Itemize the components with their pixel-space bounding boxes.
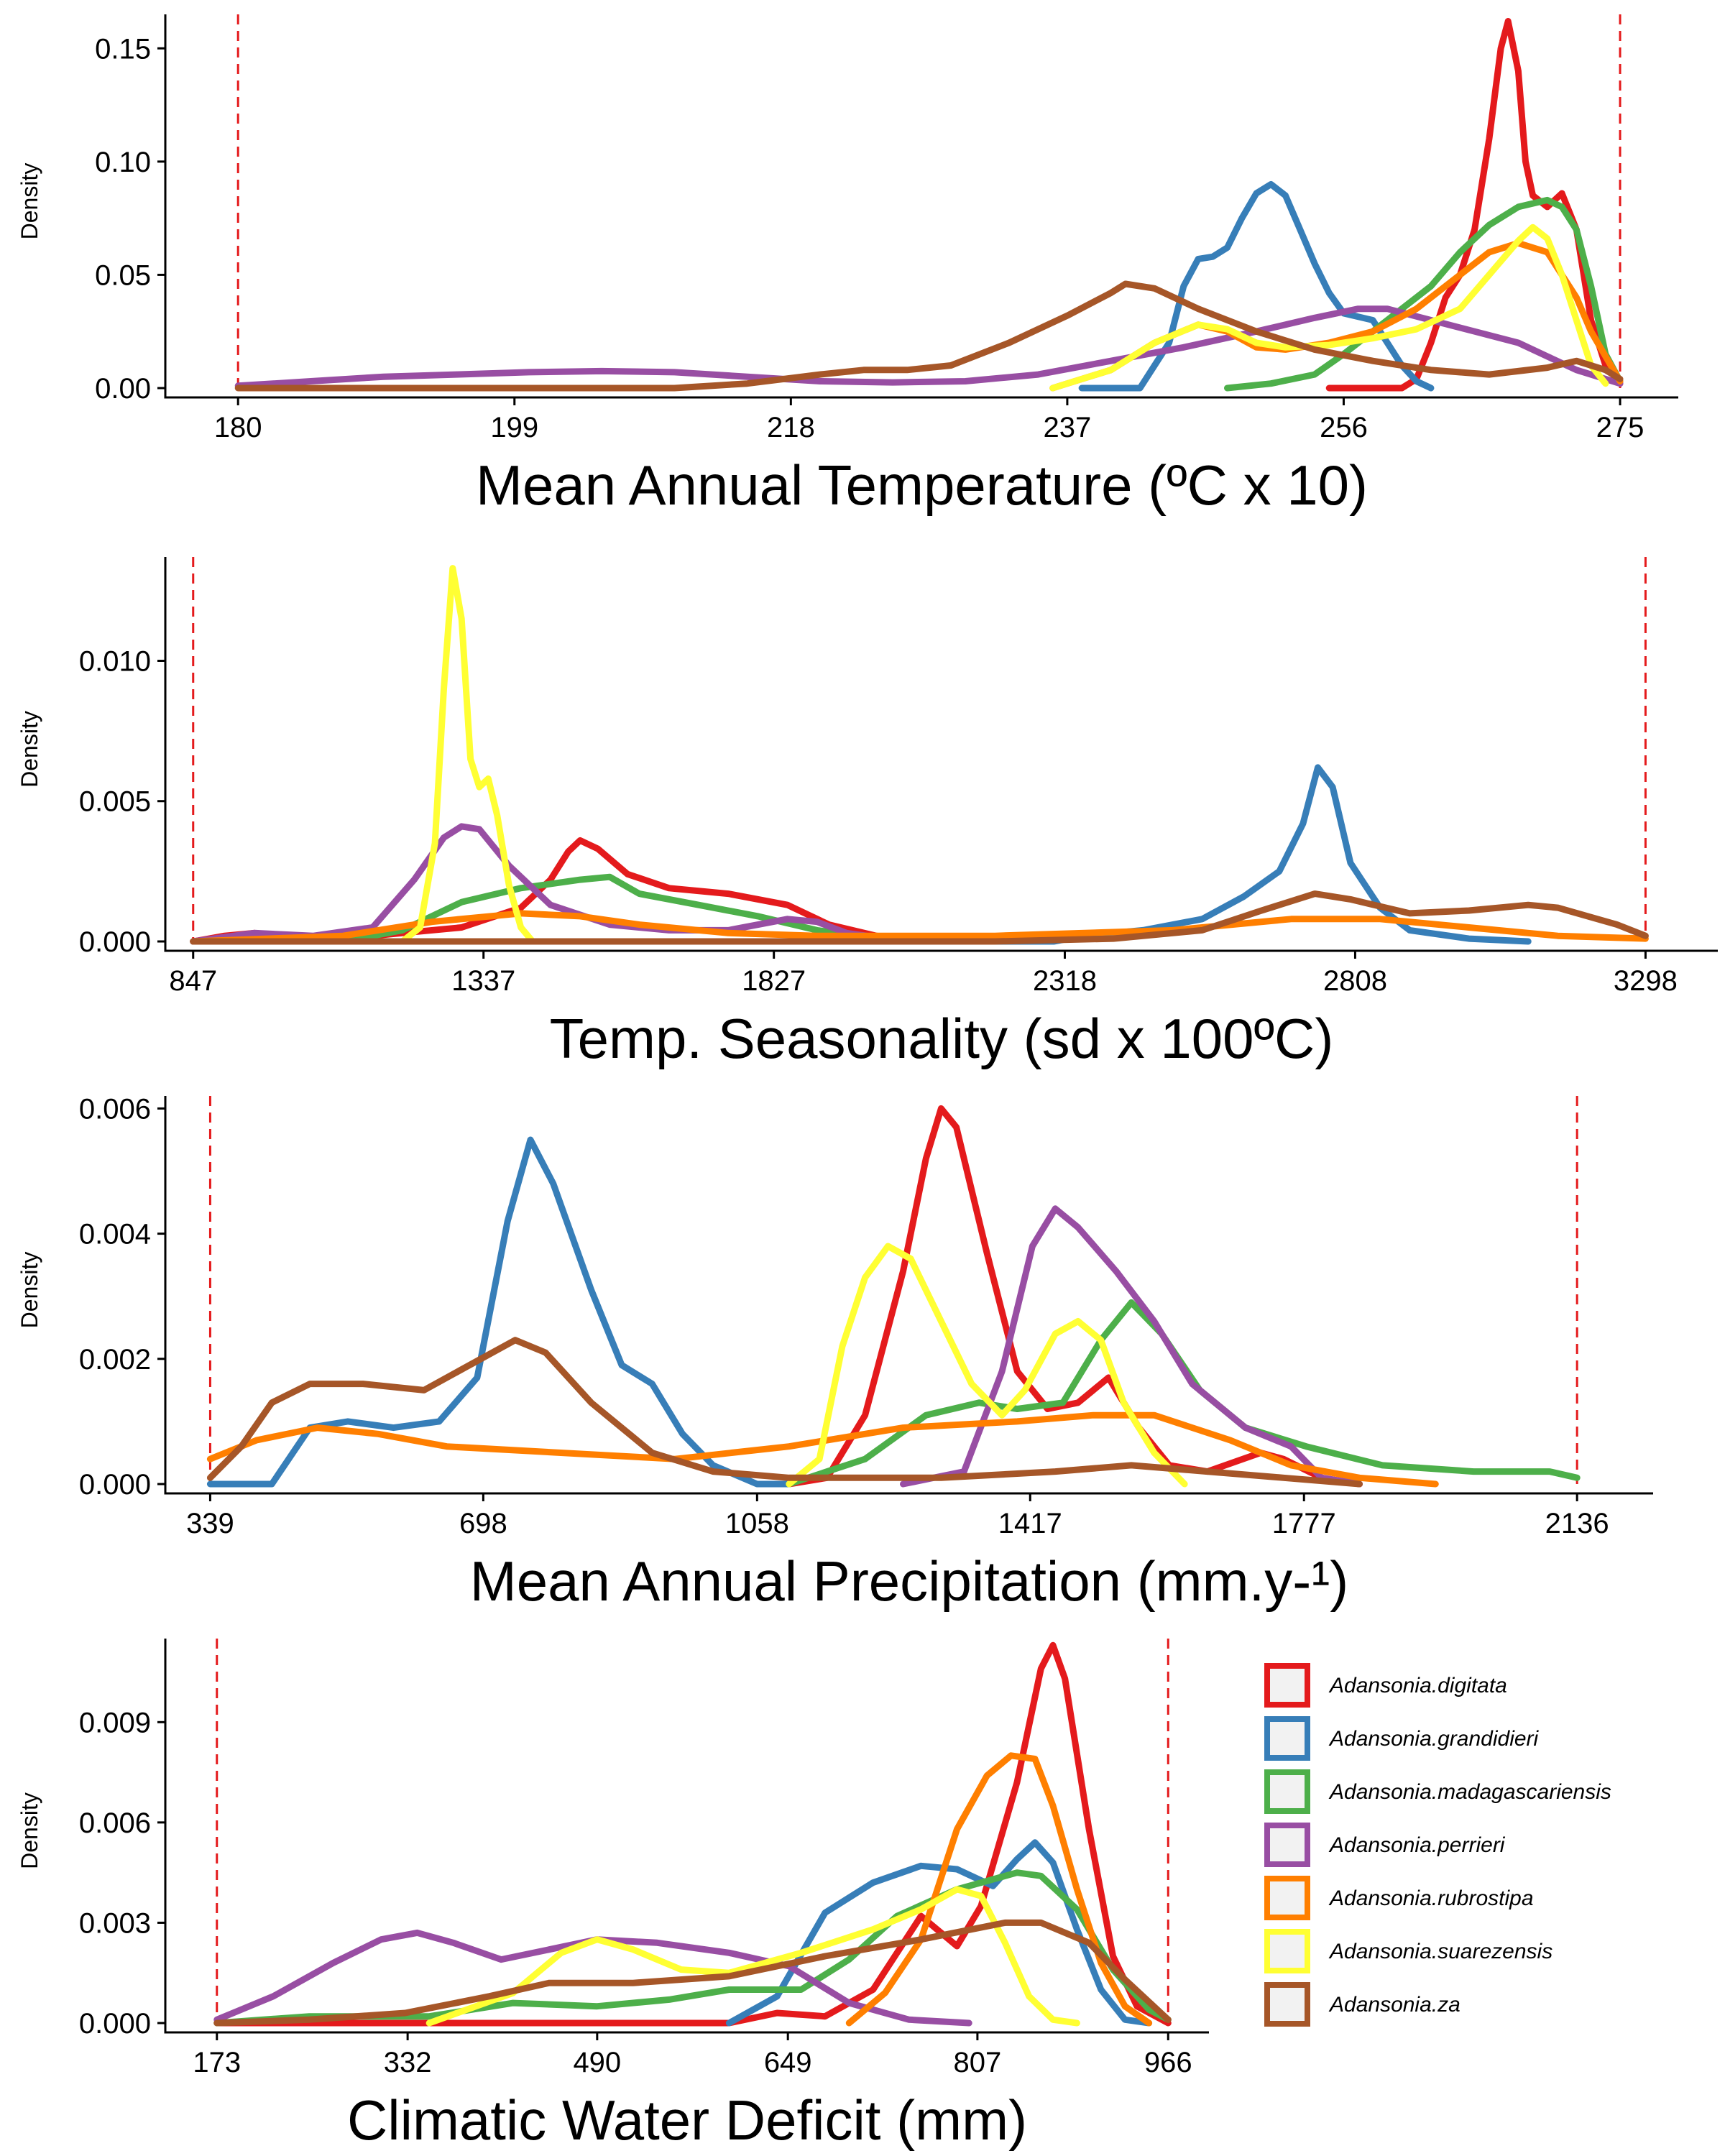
x-tick-label: 1777 <box>1272 1508 1336 1539</box>
panel-mean-annual-temperature: 180 199 218 237 256 275 0.00 0.05 0.10 0.15 Densit… <box>17 14 1678 517</box>
y-tick-label: 0.006 <box>79 1807 151 1839</box>
x-tick-label: 649 <box>764 2047 812 2078</box>
density-curve-perrieri <box>213 1929 972 2027</box>
panel-climatic-water-deficit: 173 332 490 649 807 966 0.000 0.003 0.006 0.009 De… <box>17 1639 1209 2152</box>
density-curve-za <box>206 1337 1363 1488</box>
x-tick-label: 199 <box>490 412 538 443</box>
x-tick-label: 173 <box>193 2047 241 2078</box>
y-axis-label: Density <box>17 1792 42 1869</box>
density-curve-za <box>213 1919 1172 2027</box>
legend-label: Adansonia.suarezensis <box>1328 1940 1552 1963</box>
density-curve-za <box>190 890 1649 945</box>
y-tick-label: 0.010 <box>79 645 151 677</box>
legend-label: Adansonia.digitata <box>1328 1674 1507 1697</box>
x-tick-label: 339 <box>186 1508 234 1539</box>
x-tick-label: 2318 <box>1033 965 1097 997</box>
density-curve-grandidieri <box>725 1839 1153 2027</box>
x-axis-label: Mean Annual Temperature (ºC x 10) <box>476 453 1368 517</box>
y-axis-label: Density <box>17 711 42 788</box>
x-tick-label: 1058 <box>725 1508 789 1539</box>
legend-key-za <box>1264 1982 1310 2027</box>
density-curve-grandidieri <box>206 1136 793 1488</box>
density-curve-perrieri <box>234 305 1624 390</box>
panel-mean-annual-precipitation: 339 698 1058 1417 1777 2136 0.000 0.002 0.004 0.0… <box>17 1093 1653 1613</box>
y-tick-label: 0.00 <box>95 373 151 405</box>
x-tick-label: 1827 <box>742 965 806 997</box>
legend-key-perrieri <box>1264 1823 1310 1867</box>
x-tick-label: 966 <box>1144 2047 1192 2078</box>
density-curve-madagascariensis <box>786 1299 1581 1488</box>
y-tick-label: 0.000 <box>79 2008 151 2040</box>
y-tick-label: 0.002 <box>79 1344 151 1376</box>
y-tick-label: 0.000 <box>79 926 151 958</box>
x-tick-label: 237 <box>1044 412 1092 443</box>
x-tick-label: 490 <box>573 2047 621 2078</box>
legend-label: Adansonia.grandidieri <box>1328 1727 1540 1751</box>
x-tick-label: 698 <box>459 1508 507 1539</box>
y-tick-label: 0.006 <box>79 1093 151 1125</box>
density-curve-digitata <box>213 1641 1172 2027</box>
density-curve-grandidieri <box>190 764 1532 945</box>
x-tick-label: 275 <box>1596 412 1644 443</box>
legend-key-madagascariensis <box>1264 1769 1310 1814</box>
x-tick-label: 3298 <box>1614 965 1678 997</box>
legend-key-suarezensis <box>1264 1929 1310 1973</box>
y-tick-label: 0.10 <box>95 147 151 178</box>
legend-label: Adansonia.rubrostipa <box>1328 1886 1534 1910</box>
legend-label: Adansonia.perrieri <box>1328 1833 1506 1857</box>
density-curve-suarezensis <box>1049 224 1609 392</box>
y-axis-label: Density <box>17 163 42 240</box>
density-curve-perrieri <box>900 1205 1363 1488</box>
y-tick-label: 0.15 <box>95 33 151 65</box>
x-tick-label: 332 <box>384 2047 432 2078</box>
y-axis-label: Density <box>17 1252 42 1329</box>
x-tick-label: 2808 <box>1323 965 1387 997</box>
density-curve-rubrostipa <box>845 1752 1153 2027</box>
density-curve-madagascariensis <box>1224 196 1624 392</box>
legend-key-grandidieri <box>1264 1716 1310 1761</box>
legend-label: Adansonia.za <box>1328 1993 1460 2017</box>
y-tick-label: 0.05 <box>95 259 151 291</box>
x-tick-label: 847 <box>169 965 217 997</box>
x-tick-label: 256 <box>1320 412 1368 443</box>
x-tick-label: 1337 <box>451 965 515 997</box>
density-curve-rubrostipa <box>206 1411 1439 1488</box>
density-curve-rubrostipa <box>190 910 1649 945</box>
x-tick-label: 218 <box>767 412 815 443</box>
legend-key-rubrostipa <box>1264 1876 1310 1920</box>
density-curve-perrieri <box>190 823 909 945</box>
density-curve-suarezensis <box>399 565 536 945</box>
density-curve-madagascariensis <box>339 873 939 945</box>
panel-temp-seasonality: 847 1337 1827 2318 2808 3298 0.000 0.005 0.010 De… <box>17 557 1718 1070</box>
x-axis-label: Temp. Seasonality (sd x 100ºC) <box>550 1007 1334 1070</box>
density-curve-suarezensis <box>786 1243 1188 1488</box>
density-curve-digitata <box>786 1105 1363 1488</box>
y-tick-label: 0.000 <box>79 1469 151 1501</box>
x-axis-label: Mean Annual Precipitation (mm.y-¹) <box>470 1549 1348 1613</box>
y-tick-label: 0.005 <box>79 786 151 818</box>
density-curve-suarezensis <box>426 1886 1080 2027</box>
density-curve-za <box>234 280 1624 392</box>
legend: Adansonia.digitata Adansonia.grandidieri A… <box>1264 1663 1611 2027</box>
y-tick-label: 0.004 <box>79 1219 151 1250</box>
x-tick-label: 2136 <box>1545 1508 1609 1539</box>
y-tick-label: 0.003 <box>79 1907 151 1939</box>
x-tick-label: 1417 <box>998 1508 1062 1539</box>
x-tick-label: 807 <box>954 2047 1002 2078</box>
legend-label: Adansonia.madagascariensis <box>1328 1780 1611 1804</box>
y-tick-label: 0.009 <box>79 1707 151 1738</box>
x-axis-label: Climatic Water Deficit (mm) <box>347 2088 1027 2152</box>
legend-key-digitata <box>1264 1663 1310 1708</box>
x-tick-label: 180 <box>214 412 262 443</box>
